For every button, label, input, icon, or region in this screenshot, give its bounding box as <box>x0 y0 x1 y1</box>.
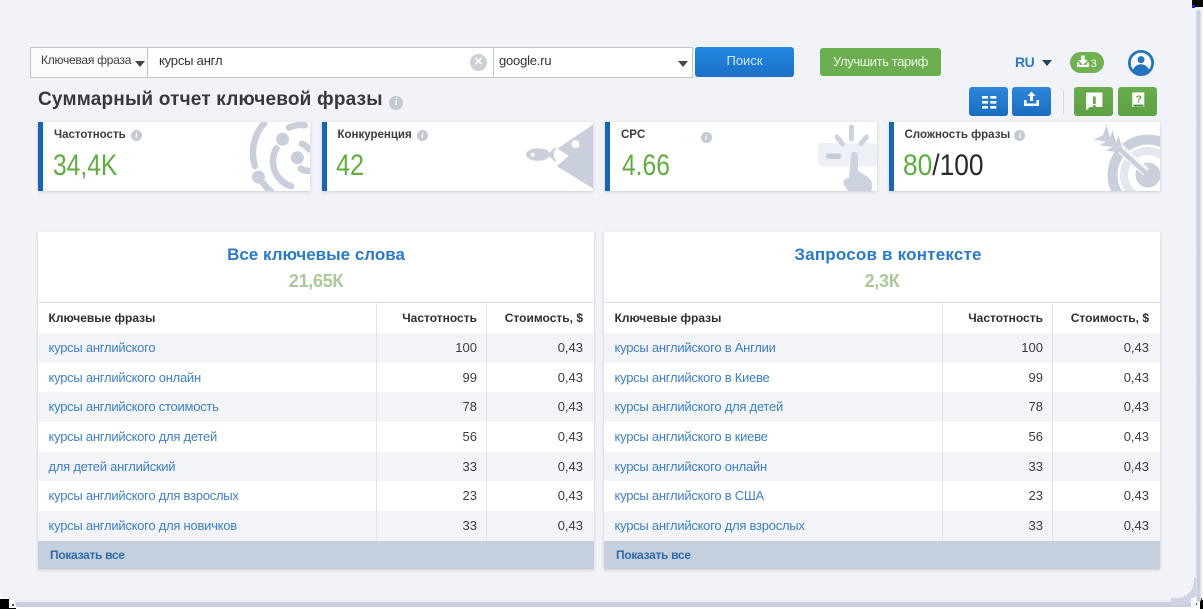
svg-text:?: ? <box>1136 94 1142 106</box>
svg-text:3: 3 <box>1091 58 1097 70</box>
